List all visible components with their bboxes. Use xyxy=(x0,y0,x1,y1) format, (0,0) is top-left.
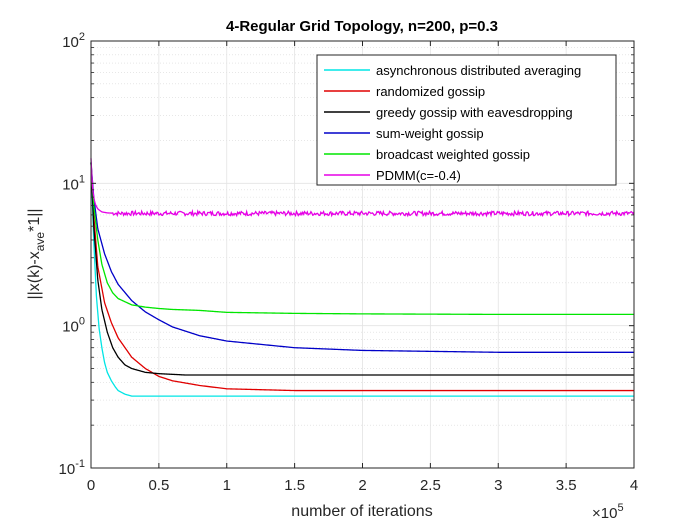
x-tick-label: 2.5 xyxy=(420,477,441,494)
y-tick-exponent: -1 xyxy=(75,458,85,470)
y-tick-exponent: 2 xyxy=(79,31,85,43)
series-line xyxy=(90,162,634,353)
legend-label: broadcast weighted gossip xyxy=(376,147,530,162)
legend-label: randomized gossip xyxy=(376,84,485,99)
y-axis-label-group: ||x(k)-xave*1|| xyxy=(26,208,47,299)
y-tick-base: 10 xyxy=(62,176,79,193)
x-axis-label: number of iterations xyxy=(291,503,432,520)
x-tick-label: 0.5 xyxy=(148,477,169,494)
x-tick-label: 1 xyxy=(223,477,231,494)
x-tick-label: 0 xyxy=(87,477,95,494)
y-tick-base: 10 xyxy=(62,319,79,336)
legend-label: greedy gossip with eavesdropping xyxy=(376,105,573,120)
series-line xyxy=(90,158,635,218)
y-axis-label-main: ||x(k)-x xyxy=(26,251,43,299)
legend-label: sum-weight gossip xyxy=(376,126,484,141)
chart-title: 4-Regular Grid Topology, n=200, p=0.3 xyxy=(226,18,498,35)
x-exponent-prefix: ×10 xyxy=(592,505,617,522)
legend-label: asynchronous distributed averaging xyxy=(376,63,581,78)
axis-ticks xyxy=(90,40,635,469)
x-tick-label: 1.5 xyxy=(284,477,305,494)
y-axis-label-tail: *1|| xyxy=(26,208,43,231)
minor-gridlines xyxy=(91,47,634,426)
x-tick-labels: 0 0.5 1 1.5 2 2.5 3 3.5 4 xyxy=(87,477,638,494)
y-tick-label: 100 xyxy=(62,316,85,336)
y-tick-label: 102 xyxy=(62,31,85,51)
y-tick-label: 10-1 xyxy=(59,458,85,478)
x-tick-label: 3 xyxy=(494,477,502,494)
x-tick-label: 4 xyxy=(630,477,638,494)
legend: asynchronous distributed averaging random… xyxy=(316,54,617,186)
y-tick-exponent: 1 xyxy=(79,173,85,185)
y-tick-base: 10 xyxy=(62,34,79,51)
legend-label: PDMM(c=-0.4) xyxy=(376,168,461,183)
x-tick-label: 3.5 xyxy=(556,477,577,494)
y-tick-label: 101 xyxy=(62,173,85,193)
y-tick-base: 10 xyxy=(59,461,76,478)
y-axis-label: ||x(k)-xave*1|| xyxy=(26,208,47,299)
series-line xyxy=(90,162,634,397)
x-exponent-label: ×105 xyxy=(592,502,624,522)
y-axis-label-sub: ave xyxy=(33,232,47,252)
series-line xyxy=(90,162,634,392)
series-lines xyxy=(90,158,635,397)
legend-box xyxy=(316,54,617,186)
y-tick-exponent: 0 xyxy=(79,316,85,328)
x-exponent-power: 5 xyxy=(617,502,623,514)
series-line xyxy=(90,162,634,376)
x-tick-label: 2 xyxy=(358,477,366,494)
series-line xyxy=(90,162,634,316)
